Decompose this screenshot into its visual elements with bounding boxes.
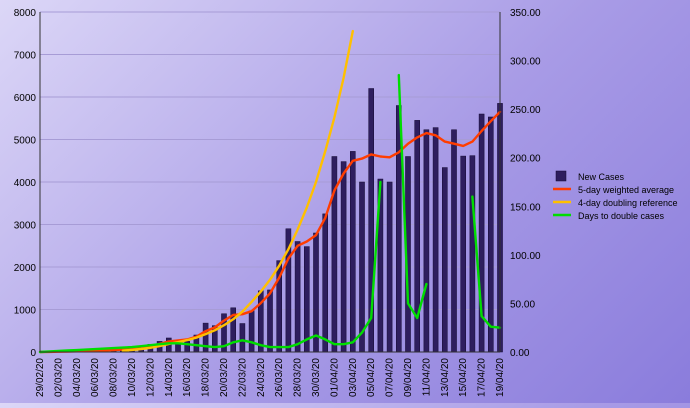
x-tick-label: 24/03/20 [256, 358, 267, 397]
y2-tick-label: 300.00 [510, 57, 541, 68]
y-tick-label: 3000 [14, 221, 37, 232]
x-tick-label: 28/03/20 [293, 358, 304, 397]
y-tick-label: 2000 [14, 263, 37, 274]
x-tick-label: 14/03/20 [164, 358, 175, 397]
series-line [399, 75, 427, 318]
y2-tick-label: 150.00 [510, 202, 541, 213]
bar [295, 242, 300, 353]
x-tick-label: 01/04/20 [329, 358, 340, 397]
bar [304, 247, 309, 352]
bar [359, 182, 364, 352]
bar [470, 156, 475, 352]
x-tick-label: 15/04/20 [458, 358, 469, 397]
y-tick-label: 8000 [14, 8, 37, 19]
series-line [472, 197, 500, 328]
x-tick-label: 12/03/20 [145, 358, 156, 397]
bar [461, 156, 466, 352]
legend-label: New Cases [578, 172, 625, 182]
y2-tick-label: 250.00 [510, 105, 541, 116]
bar [350, 151, 355, 352]
x-tick-label: 30/03/20 [311, 358, 322, 397]
x-tick-label: 09/04/20 [403, 358, 414, 397]
y-tick-label: 7000 [14, 51, 37, 62]
x-tick-label: 29/02/20 [35, 358, 46, 397]
x-tick-label: 22/03/20 [237, 358, 248, 397]
x-tick-label: 13/04/20 [440, 358, 451, 397]
x-tick-label: 04/03/20 [72, 358, 83, 397]
y2-tick-label: 100.00 [510, 251, 541, 262]
y-tick-label: 0 [30, 348, 36, 359]
bar [387, 182, 392, 352]
bar-series [47, 89, 503, 353]
bar [240, 324, 245, 352]
bar [267, 290, 272, 352]
bar [488, 117, 493, 352]
y2-tick-label: 350.00 [510, 8, 541, 19]
y2-tick-label: 0.00 [510, 348, 530, 359]
x-tick-label: 11/04/20 [421, 358, 432, 397]
y-tick-label: 6000 [14, 93, 37, 104]
x-tick-label: 17/04/20 [477, 358, 488, 397]
bar [313, 233, 318, 352]
bar [341, 162, 346, 352]
legend: New Cases 5-day weighted average 4-day dou… [553, 171, 678, 221]
y-tick-label: 1000 [14, 306, 37, 317]
legend-swatch [556, 171, 566, 181]
x-tick-label: 08/03/20 [109, 358, 120, 397]
x-tick-label: 06/03/20 [90, 358, 101, 397]
bar [433, 128, 438, 352]
x-tick-label: 05/04/20 [366, 358, 377, 397]
x-tick-label: 26/03/20 [274, 358, 285, 397]
x-tick-label: 19/04/20 [495, 358, 506, 397]
x-tick-label: 18/03/20 [201, 358, 212, 397]
bar [424, 130, 429, 352]
x-tick-label: 03/04/20 [348, 358, 359, 397]
x-tick-label: 07/04/20 [385, 358, 396, 397]
legend-label: 5-day weighted average [578, 185, 674, 195]
x-tick-label: 10/03/20 [127, 358, 138, 397]
y-tick-label: 5000 [14, 136, 37, 147]
bar [323, 214, 328, 352]
x-tick-label: 20/03/20 [219, 358, 230, 397]
x-tick-label: 16/03/20 [182, 358, 193, 397]
bar [249, 311, 254, 352]
bar [442, 168, 447, 352]
legend-label: Days to double cases [578, 211, 665, 221]
y2-tick-label: 200.00 [510, 154, 541, 165]
legend-label: 4-day doubling reference [578, 198, 678, 208]
y2-tick-label: 50.00 [510, 299, 535, 310]
bar [203, 323, 208, 352]
bar [451, 130, 456, 352]
y-tick-label: 4000 [14, 178, 37, 189]
x-tick-label: 02/03/20 [53, 358, 64, 397]
